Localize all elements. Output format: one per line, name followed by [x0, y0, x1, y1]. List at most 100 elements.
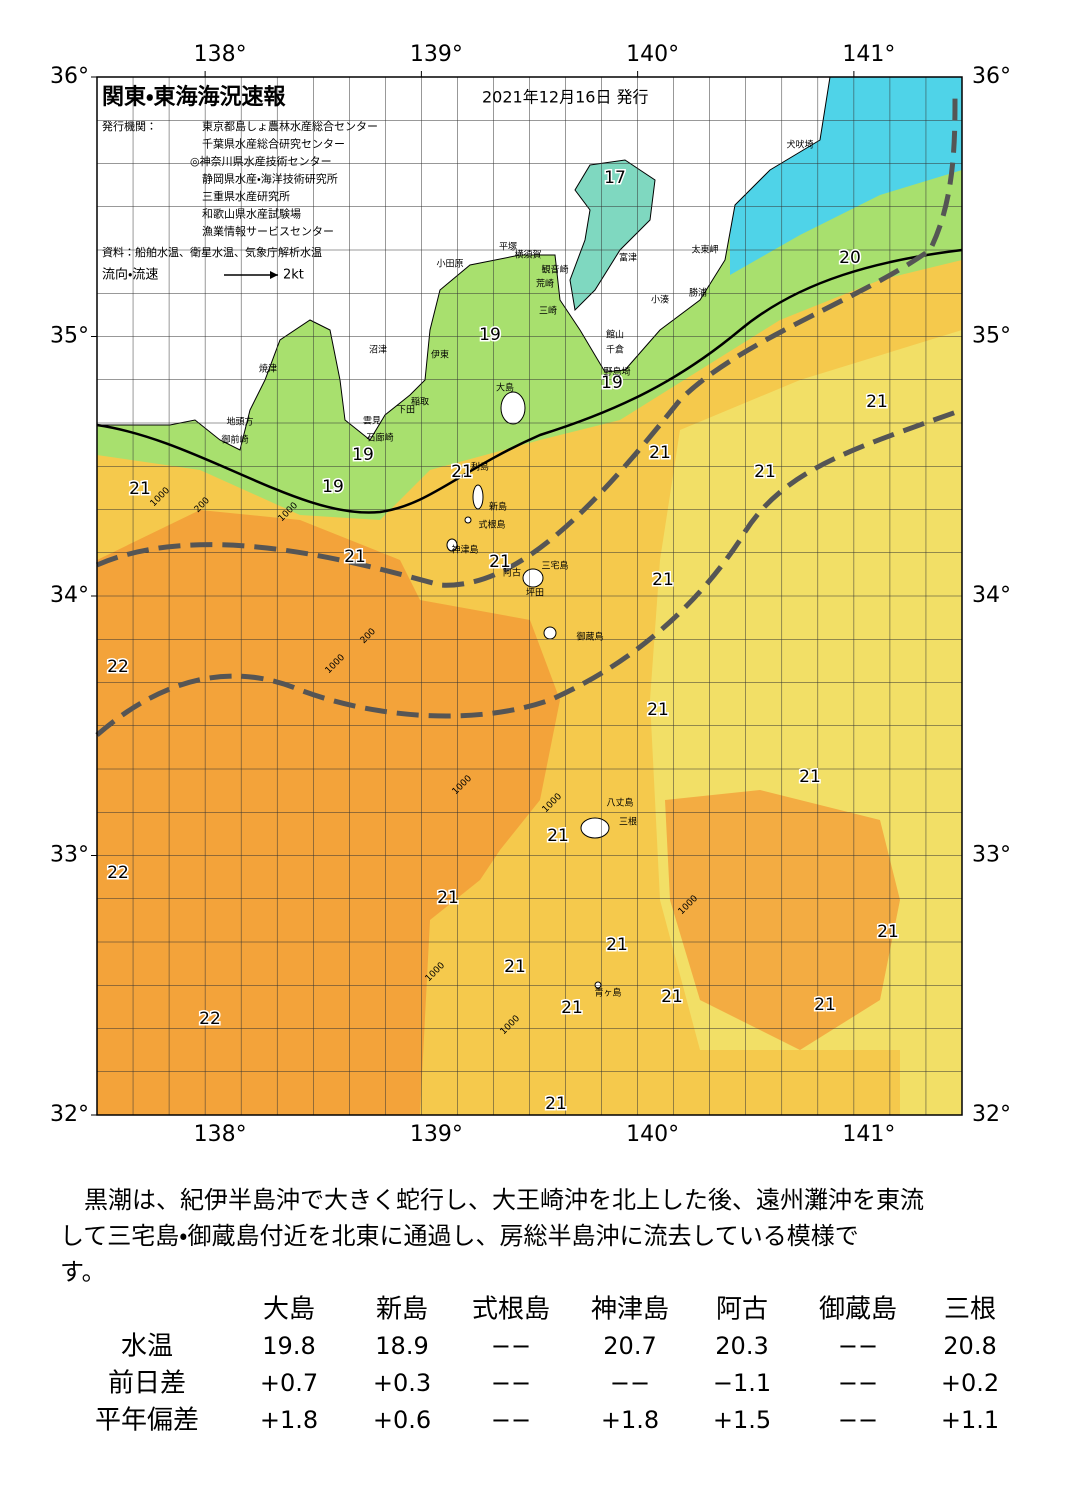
- lon-tick-label: 139°: [410, 42, 463, 67]
- place-name: 小湊: [651, 294, 669, 306]
- column-header: 阿古: [716, 1295, 768, 1325]
- temperature-label: 21: [661, 987, 683, 1007]
- cell: 18.9: [375, 1332, 428, 1360]
- place-name: 新島: [489, 501, 507, 513]
- island: [522, 568, 544, 588]
- lon-tick-label: 140°: [626, 1122, 679, 1147]
- lon-tick-label: 140°: [626, 42, 679, 67]
- legend-label: 流向・流速: [102, 267, 158, 283]
- island: [446, 538, 458, 552]
- place-name: 大島: [496, 382, 514, 394]
- issuer: 和歌山県水産試験場: [202, 207, 301, 221]
- place-name: 三崎: [539, 305, 557, 317]
- issuer-label: 発行機関：: [102, 119, 157, 133]
- cell: +1.1: [941, 1406, 999, 1434]
- lat-tick-label: 32°: [50, 1102, 89, 1127]
- place-name: 御蔵島: [576, 631, 603, 643]
- kuroshio-path: [95, 407, 963, 737]
- lat-tick-label: 33°: [50, 843, 89, 868]
- cell: +0.3: [373, 1369, 431, 1397]
- cell: 20.7: [603, 1332, 656, 1360]
- temperature-label: 21: [814, 995, 836, 1015]
- lat-tick-label: 36°: [972, 64, 1011, 89]
- issuer: 静岡県水産・海洋技術研究所: [202, 172, 338, 186]
- temperature-label: 21: [799, 767, 821, 787]
- issuer: 千葉県水産総合研究センター: [202, 137, 345, 151]
- temperature-label: 21: [451, 462, 473, 482]
- temperature-label: 21: [649, 443, 671, 463]
- temperature-label: 21: [877, 922, 899, 942]
- place-name: 青ヶ島: [594, 987, 621, 999]
- kuroshio-path: [96, 94, 958, 588]
- temperature-label: 21: [754, 462, 776, 482]
- place-name: 横須賀: [514, 249, 541, 261]
- place-name: 三根: [619, 816, 637, 828]
- temperature-label: 19: [322, 477, 344, 497]
- temperature-label: 21: [545, 1094, 567, 1114]
- issuer: 東京都島しょ農林水産総合センター: [202, 119, 378, 133]
- temperature-label: 21: [129, 479, 151, 499]
- grid: [97, 77, 962, 1115]
- temperature-label: 21: [866, 392, 888, 412]
- temperature-label: 21: [652, 570, 674, 590]
- summary-line: して三宅島・御蔵島付近を北東に通過し、房総半島沖に流去している模様で: [60, 1222, 859, 1250]
- temperature-label: 19: [479, 325, 501, 345]
- issue-date: 2021年12月16日 発行: [482, 88, 649, 107]
- place-name: 富津: [619, 252, 637, 264]
- place-name: 石廊崎: [366, 432, 393, 444]
- legend-arrowhead: [270, 271, 278, 279]
- column-header: 新島: [376, 1295, 428, 1325]
- summary-line: 黒潮は、紀伊半島沖で大きく蛇行し、大王崎沖を北上した後、遠州灘沖を東流: [60, 1186, 924, 1214]
- lon-tick-label: 141°: [842, 42, 895, 67]
- place-name: 伊東: [431, 349, 449, 361]
- issuer: ◎神奈川県水産技術センター: [190, 154, 332, 168]
- cell: −−: [491, 1369, 531, 1397]
- island: [580, 817, 610, 839]
- temperature-label: 19: [352, 445, 374, 465]
- front-line: [96, 248, 963, 514]
- place-name: 勝浦: [689, 287, 707, 299]
- place-name: 小田原: [436, 259, 463, 270]
- temperature-label: 21: [489, 552, 511, 572]
- temperature-label: 21: [344, 547, 366, 567]
- lat-tick-label: 34°: [50, 583, 89, 608]
- temperature-label: 22: [199, 1009, 221, 1029]
- temperature-label: 21: [437, 888, 459, 908]
- place-name: 稲取: [411, 396, 429, 408]
- place-name: 平塚: [499, 242, 517, 253]
- temperature-label: 21: [504, 957, 526, 977]
- place-name: 地頭方: [226, 416, 253, 428]
- row-label: 水温: [121, 1332, 173, 1362]
- summary: 黒潮は、紀伊半島沖で大きく蛇行し、大王崎沖を北上した後、遠州灘沖を東流 して三宅島…: [60, 1182, 924, 1290]
- island: [543, 626, 557, 640]
- place-name: 犬吠埼: [786, 139, 813, 151]
- cell: −−: [838, 1332, 878, 1360]
- lon-tick-label: 141°: [842, 1122, 895, 1147]
- cell: +0.6: [373, 1406, 431, 1434]
- source: 資料：船舶水温、衛星水温、気象庁解析水温: [102, 245, 322, 259]
- cell: +1.5: [713, 1406, 771, 1434]
- cell: −−: [838, 1369, 878, 1397]
- place-name: 神津島: [451, 544, 478, 556]
- column-header: 大島: [263, 1295, 315, 1325]
- issuer: 漁業情報サービスセンター: [202, 224, 334, 238]
- cell: 19.8: [262, 1332, 315, 1360]
- cell: −−: [491, 1332, 531, 1360]
- lat-tick-label: 35°: [972, 324, 1011, 349]
- island: [472, 484, 484, 510]
- island: [464, 516, 472, 524]
- lon-tick-label: 138°: [194, 1122, 247, 1147]
- temperature-label: 22: [107, 863, 129, 883]
- lat-tick-label: 34°: [972, 583, 1011, 608]
- cold-zone: [730, 77, 962, 275]
- cell: +0.2: [941, 1369, 999, 1397]
- temperature-label: 19: [601, 373, 623, 393]
- islands: [446, 391, 610, 989]
- column-header: 三根: [944, 1295, 996, 1325]
- place-name: 観音崎: [541, 264, 568, 276]
- temperature-label: 20: [839, 248, 861, 268]
